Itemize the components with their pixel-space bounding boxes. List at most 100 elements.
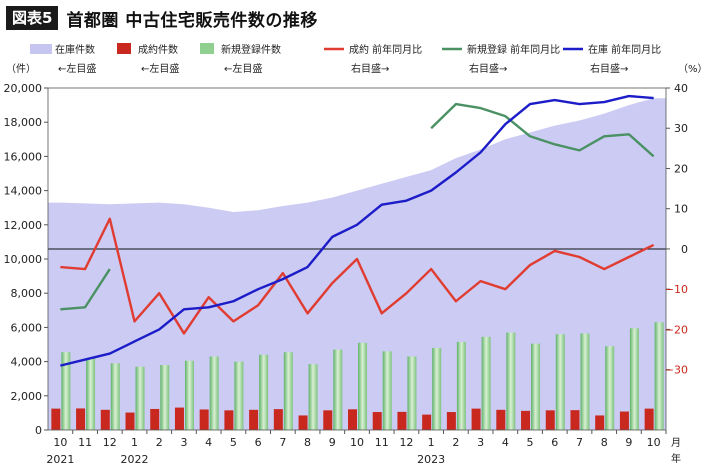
legend-note: ←左目盛: [141, 62, 179, 75]
contracts-yoy-line: [60, 217, 655, 335]
month-label: 4: [205, 436, 212, 449]
contracts-bar: [150, 408, 160, 430]
left-tick-label: 0: [35, 424, 42, 437]
legend-note: 右目盛→: [351, 62, 389, 75]
left-tick-label: 20,000: [4, 82, 43, 95]
month-label: 11: [375, 436, 389, 449]
chart-header: 図表5 首都圏 中古住宅販売件数の推移: [6, 5, 318, 31]
new-listings-bar: [506, 332, 516, 430]
contracts-bar: [496, 409, 506, 430]
new-listings-bar: [259, 354, 269, 430]
right-tick-label: 30: [674, 122, 688, 135]
legend-label: 在庫 前年同月比: [588, 43, 661, 56]
left-tick-label: 8,000: [11, 287, 43, 300]
legend-swatch-bar: [117, 43, 131, 54]
new-listings-bar: [160, 365, 170, 430]
month-label: 7: [576, 436, 583, 449]
month-label: 6: [255, 436, 262, 449]
right-tick-label: −10: [665, 283, 688, 296]
month-label: 12: [103, 436, 117, 449]
contracts-bar: [174, 407, 184, 430]
month-label: 2: [156, 436, 163, 449]
contracts-bar: [422, 414, 432, 430]
left-tick-label: 16,000: [4, 150, 43, 163]
new-listings-bar: [629, 328, 639, 430]
figure-badge: 図表5: [6, 6, 59, 30]
year-label: 2022: [121, 453, 149, 466]
legend-label: 成約件数: [138, 43, 178, 56]
month-label: 1: [131, 436, 138, 449]
right-axis-unit: （%）: [678, 63, 708, 75]
month-unit: 月: [671, 437, 681, 449]
new-listings-bar: [407, 356, 417, 430]
month-label: 11: [78, 436, 92, 449]
contracts-bar: [249, 409, 259, 430]
year-unit: 年: [671, 452, 681, 465]
month-label: 3: [477, 436, 484, 449]
right-tick-label: 10: [674, 203, 688, 216]
month-label: 10: [647, 436, 661, 449]
contracts-bar: [199, 409, 209, 430]
contracts-bar: [372, 412, 382, 430]
month-label: 10: [350, 436, 364, 449]
legend-swatch-bar: [200, 43, 214, 54]
stock-yoy-line: [60, 94, 654, 367]
legend-label: 新規登録 前年同月比: [467, 43, 560, 56]
contracts-bar: [273, 409, 283, 430]
contracts-bar: [323, 410, 333, 430]
legend-note: 右目盛→: [590, 62, 628, 75]
legend-label: 成約 前年同月比: [349, 43, 422, 56]
new-listings-bar: [184, 360, 194, 430]
new-listings-bar: [283, 352, 293, 430]
new-listings-bar: [456, 341, 466, 430]
contracts-bar: [619, 411, 629, 430]
month-label: 10: [53, 436, 67, 449]
left-tick-label: 4,000: [11, 356, 43, 369]
right-tick-label: 40: [674, 82, 688, 95]
new-listings-bar: [135, 366, 145, 430]
month-label: 9: [625, 436, 632, 449]
new-listings-bar: [531, 343, 541, 430]
contracts-bar: [125, 412, 135, 430]
right-tick-label: −30: [665, 364, 688, 377]
month-label: 1: [428, 436, 435, 449]
legend-note: ←左目盛: [58, 62, 96, 75]
new-listings-bar: [654, 322, 664, 430]
legend-label: 在庫件数: [55, 43, 95, 56]
right-tick-label: −20: [665, 323, 688, 336]
legend-note: ←左目盛: [224, 62, 262, 75]
legend-swatch-area: [30, 44, 52, 54]
contracts-bar: [397, 411, 407, 430]
right-tick-label: 20: [674, 162, 688, 175]
left-axis-unit: （件）: [6, 63, 36, 75]
left-tick-label: 2,000: [11, 390, 43, 403]
new-listings-bar: [481, 336, 491, 430]
left-tick-label: 10,000: [4, 253, 43, 266]
new-listings-yoy-line: [60, 102, 655, 311]
new-listings-bar: [308, 364, 318, 430]
contracts-bar: [545, 410, 555, 430]
left-tick-label: 14,000: [4, 185, 43, 198]
contracts-bar: [570, 410, 580, 430]
chart-title: 首都圏 中古住宅販売件数の推移: [66, 10, 318, 31]
contracts-bar: [298, 415, 308, 430]
month-label: 2: [452, 436, 459, 449]
month-label: 8: [601, 436, 608, 449]
month-label: 12: [399, 436, 413, 449]
new-listings-bar: [432, 347, 442, 430]
new-listings-bar: [234, 361, 244, 430]
new-listings-bar: [358, 342, 367, 430]
month-label: 8: [304, 436, 311, 449]
left-tick-label: 12,000: [4, 219, 43, 232]
contracts-bar: [644, 408, 654, 430]
contracts-bar: [100, 409, 110, 430]
contracts-bar: [224, 410, 234, 430]
month-label: 5: [230, 436, 237, 449]
new-listings-bar: [61, 352, 71, 430]
month-label: 3: [180, 436, 187, 449]
month-label: 9: [329, 436, 336, 449]
contracts-bar: [51, 408, 61, 430]
left-tick-label: 6,000: [11, 321, 43, 334]
new-listings-bar: [580, 333, 590, 430]
contracts-bar: [348, 409, 357, 430]
